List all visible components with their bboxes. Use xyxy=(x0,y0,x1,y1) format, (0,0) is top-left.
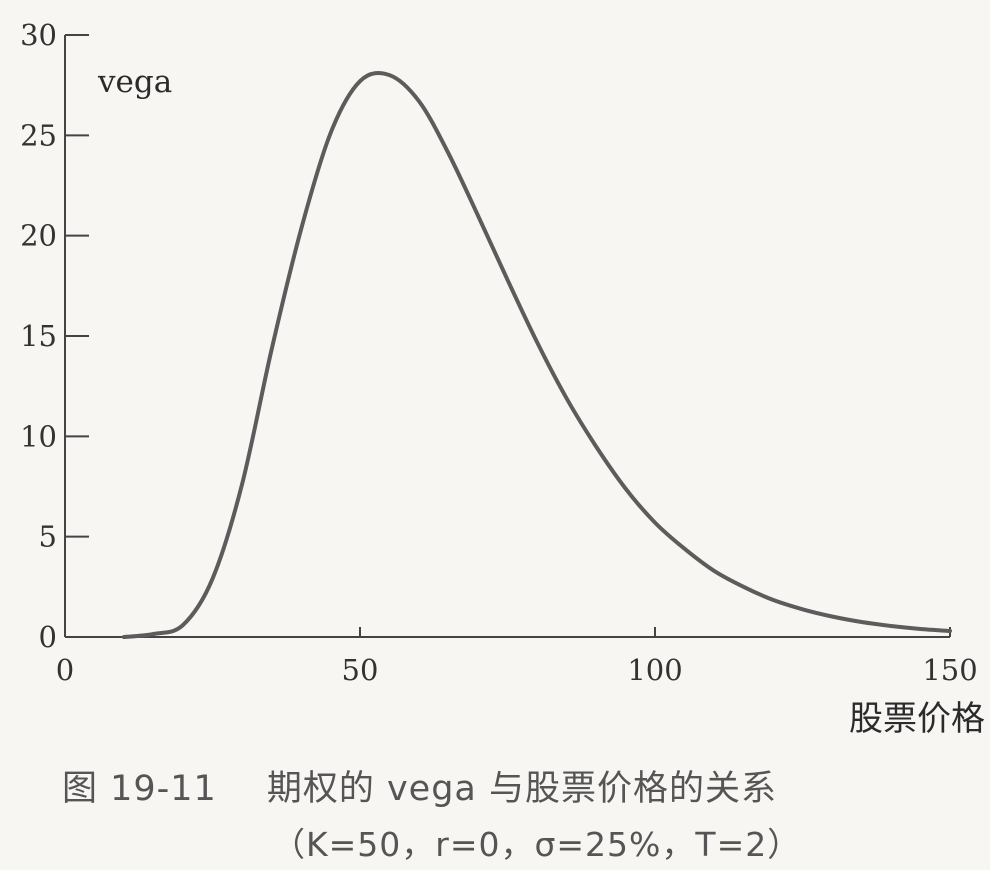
figure-caption: 图 19-11 期权的 vega 与股票价格的关系 xyxy=(62,760,777,811)
y-tick-label: 5 xyxy=(39,520,57,554)
x-axis-label: 股票价格 xyxy=(849,699,985,739)
figure-number: 图 19-11 xyxy=(62,769,217,809)
y-tick-label: 0 xyxy=(39,620,57,654)
figure-title: 期权的 vega 与股票价格的关系 xyxy=(266,769,777,809)
y-tick-label: 30 xyxy=(20,18,57,52)
x-tick-label: 50 xyxy=(342,653,379,687)
x-tick-label: 100 xyxy=(627,653,682,687)
y-tick-label: 15 xyxy=(20,319,57,353)
x-tick-label: 0 xyxy=(56,653,74,687)
x-ticks: 0 50 100 150 xyxy=(56,627,978,687)
chart: 0 5 10 15 20 25 30 0 50 100 150 vega 股票价格 xyxy=(20,18,985,739)
axes xyxy=(64,35,950,638)
y-tick-label: 10 xyxy=(20,419,57,453)
y-tick-label: 20 xyxy=(20,219,57,253)
figure-params: （K=50，r=0，σ=25%，T=2） xyxy=(272,825,802,864)
x-tick-label: 150 xyxy=(922,653,977,687)
y-axis-label: vega xyxy=(97,64,172,100)
y-tick-label: 25 xyxy=(20,118,57,152)
vega-curve xyxy=(122,71,952,639)
y-ticks: 0 5 10 15 20 25 30 xyxy=(20,18,89,654)
